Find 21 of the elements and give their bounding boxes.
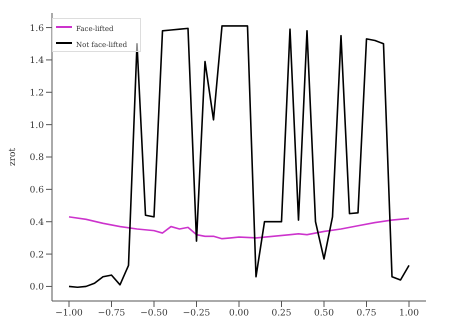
y-tick-label: 0.4 <box>30 218 44 228</box>
x-tick-label: −0.50 <box>140 308 168 318</box>
y-tick-label: 0.2 <box>30 250 44 260</box>
x-tick-label: 0.50 <box>314 308 334 318</box>
x-tick-label: −0.75 <box>98 308 126 318</box>
y-tick-label: 0.0 <box>30 282 44 293</box>
line-series <box>68 25 410 288</box>
x-tick-label: 1.00 <box>398 308 420 318</box>
x-tick-label: −1.00 <box>55 308 84 318</box>
y-tick-label: 0.8 <box>30 153 44 164</box>
y-tick-label: 1.4 <box>30 56 44 66</box>
y-tick-label: 1.6 <box>30 24 44 34</box>
y-axis-title: zrot <box>8 148 18 166</box>
x-tick-label: −0.25 <box>182 308 211 318</box>
y-tick-label: 1.0 <box>30 120 44 131</box>
y-tick-label: 1.2 <box>30 88 44 98</box>
x-tick-label: 0.25 <box>271 308 292 318</box>
x-tick-label: 0.75 <box>356 308 377 318</box>
y-tick-label: 0.6 <box>30 186 44 196</box>
line-series <box>68 216 410 240</box>
x-tick-label: 0.00 <box>228 308 250 318</box>
